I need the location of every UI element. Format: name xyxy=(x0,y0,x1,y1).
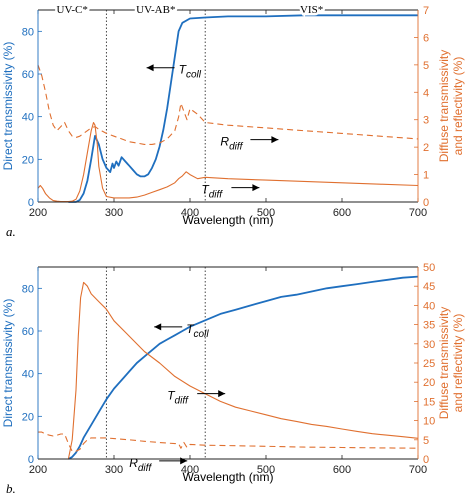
x-tick-label: 600 xyxy=(333,464,351,476)
x-axis-label: Wavelength (nm) xyxy=(183,213,274,227)
curve-label-t-coll: Tcoll xyxy=(186,322,209,340)
y-left-tick-label: 80 xyxy=(22,283,34,295)
y-right-tick-label: 1 xyxy=(423,170,429,182)
arrow-T_diff-head xyxy=(218,390,226,398)
curve-label-t-coll: Tcoll xyxy=(179,63,202,81)
arrow-T_coll-head xyxy=(146,64,154,72)
y-right-tick-label: 20 xyxy=(423,377,435,389)
y-right-tick-label: 30 xyxy=(423,339,435,351)
y-right-axis-label-line2: and reflectivity (%) xyxy=(451,314,465,413)
panel-label: a. xyxy=(6,224,16,239)
arrow-R_diff-head xyxy=(271,136,279,144)
series-line-r-diff xyxy=(37,64,419,145)
region-label: UV-AB* xyxy=(136,4,175,16)
curve-label-r-diff: Rdiff xyxy=(129,456,152,474)
y-right-tick-label: 40 xyxy=(423,300,435,312)
x-tick-label: 300 xyxy=(105,207,123,219)
y-right-tick-label: 0 xyxy=(423,454,429,466)
y-right-tick-label: 3 xyxy=(423,115,429,127)
series-line-r-diff xyxy=(38,431,419,452)
y-left-tick-label: 80 xyxy=(22,26,34,38)
arrow-R_diff-head xyxy=(180,457,188,465)
x-axis-label: Wavelength (nm) xyxy=(183,470,274,484)
y-right-tick-label: 7 xyxy=(423,5,429,17)
y-right-axis-label-line1: Diffuse transmissivity xyxy=(437,50,451,162)
y-left-tick-label: 60 xyxy=(22,69,34,81)
y-right-tick-label: 2 xyxy=(423,142,429,154)
panel-label: b. xyxy=(6,481,16,496)
x-tick-label: 500 xyxy=(257,207,275,219)
y-right-tick-label: 4 xyxy=(423,87,429,99)
series-line-t-diff xyxy=(37,121,419,203)
y-right-tick-label: 6 xyxy=(423,32,429,44)
x-tick-label: 700 xyxy=(409,207,427,219)
y-left-tick-label: 40 xyxy=(22,112,34,124)
series-line-t-coll xyxy=(67,275,419,460)
x-tick-label: 700 xyxy=(409,464,427,476)
region-label: VIS* xyxy=(300,4,323,16)
y-left-tick-label: 60 xyxy=(22,326,34,338)
y-right-tick-label: 10 xyxy=(423,416,435,428)
x-tick-label: 400 xyxy=(181,207,199,219)
y-right-tick-label: 45 xyxy=(423,281,435,293)
series-line-t-diff xyxy=(67,281,419,460)
plot-area xyxy=(38,267,418,459)
curve-label-t-diff: Tdiff xyxy=(201,183,223,201)
chart-panel-b: 200 300 400 500 600 7000204060800510152025303… xyxy=(1,262,465,496)
y-right-tick-label: 5 xyxy=(423,60,429,72)
x-tick-label: 300 xyxy=(105,464,123,476)
x-tick-label: 400 xyxy=(181,464,199,476)
x-tick-label: 200 xyxy=(29,464,47,476)
y-right-tick-label: 25 xyxy=(423,358,435,370)
y-left-tick-label: 20 xyxy=(22,411,34,423)
y-left-tick-label: 0 xyxy=(28,197,34,209)
y-left-tick-label: 0 xyxy=(28,454,34,466)
plot-area xyxy=(38,10,418,202)
y-left-axis-label: Direct transmissivity (%) xyxy=(1,42,15,171)
y-right-axis-label-line2: and reflectivity (%) xyxy=(451,57,465,156)
y-right-tick-label: 35 xyxy=(423,320,435,332)
x-tick-label: 500 xyxy=(257,464,275,476)
y-left-tick-label: 40 xyxy=(22,369,34,381)
chart-panel-a: 200 300 400 500 600 70002040608001234567UV-C*… xyxy=(1,2,465,240)
y-right-tick-label: 15 xyxy=(423,396,435,408)
y-right-tick-label: 5 xyxy=(423,435,429,447)
y-left-tick-label: 20 xyxy=(22,154,34,166)
x-tick-label: 600 xyxy=(333,207,351,219)
y-right-tick-label: 0 xyxy=(423,197,429,209)
arrow-T_diff-head xyxy=(252,184,260,192)
curve-label-r-diff: Rdiff xyxy=(220,135,243,153)
y-right-axis-label-line1: Diffuse transmissivity xyxy=(437,307,451,419)
curve-label-t-diff: Tdiff xyxy=(167,389,189,407)
y-left-axis-label: Direct transmissivity (%) xyxy=(1,299,15,428)
y-right-tick-label: 50 xyxy=(423,262,435,274)
region-label: UV-C* xyxy=(57,4,88,16)
x-tick-label: 200 xyxy=(29,207,47,219)
arrow-T_coll-head xyxy=(154,323,162,331)
